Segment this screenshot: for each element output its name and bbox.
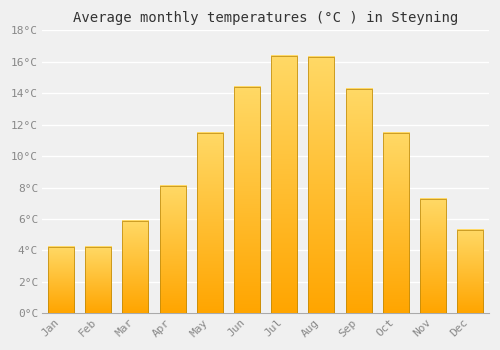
Bar [420,198,446,313]
Bar [458,230,483,313]
Bar [234,87,260,313]
Bar [160,186,186,313]
Bar [271,56,297,313]
Bar [85,247,111,313]
Bar [122,220,148,313]
Bar [196,133,223,313]
Bar [48,247,74,313]
Bar [383,133,409,313]
Bar [346,89,372,313]
Bar [308,57,334,313]
Title: Average monthly temperatures (°C ) in Steyning: Average monthly temperatures (°C ) in St… [73,11,458,25]
